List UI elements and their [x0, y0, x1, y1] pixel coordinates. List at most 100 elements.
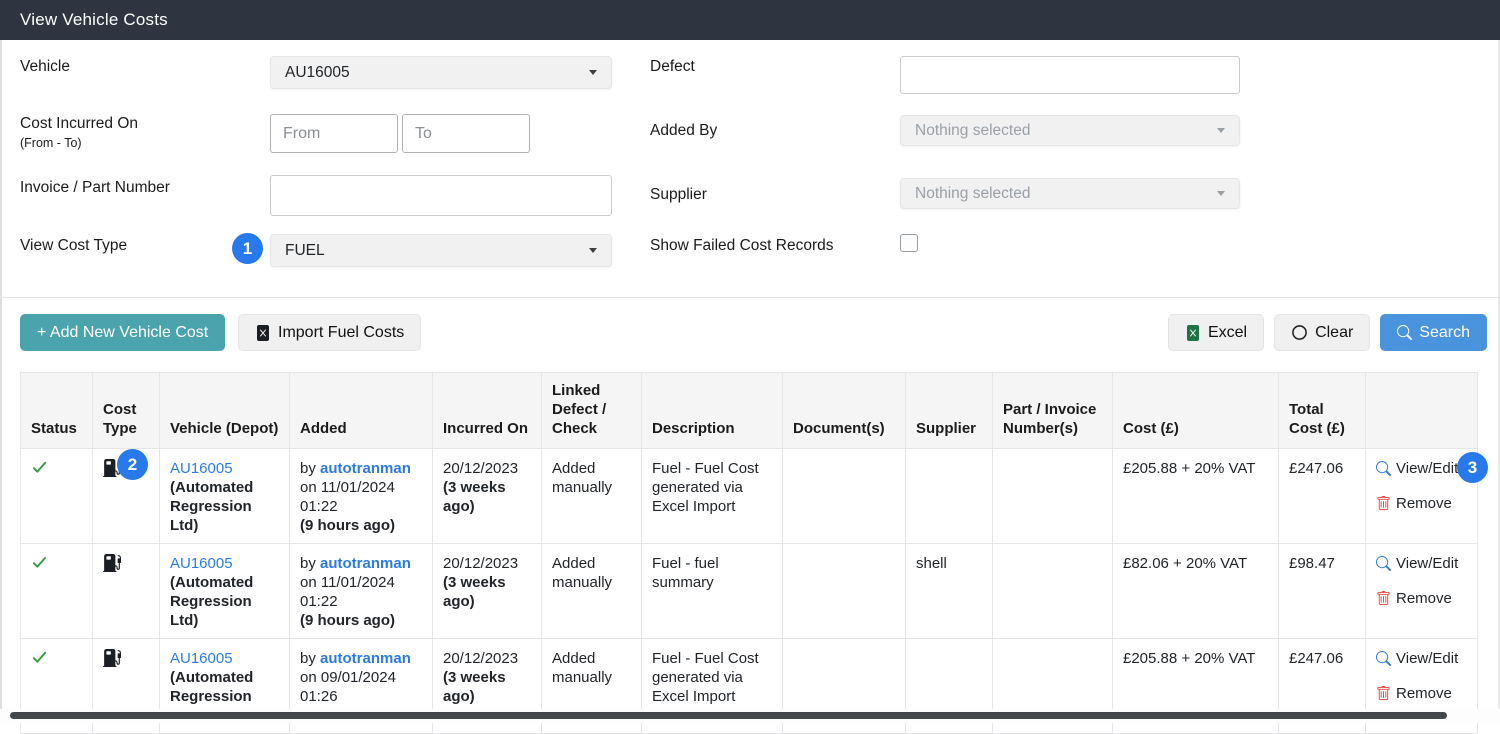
view-cost-type-label: View Cost Type — [20, 237, 127, 255]
total-cost-cell: £98.47 — [1279, 544, 1366, 639]
vehicle-select-value: AU16005 — [285, 64, 350, 82]
view-edit-label: View/Edit — [1396, 554, 1458, 573]
search-icon — [1376, 556, 1391, 571]
part-invoice-cell — [993, 449, 1113, 544]
cost-type-cell — [93, 544, 160, 639]
chevron-down-icon — [589, 248, 597, 253]
vehicle-costs-table: Status Cost Type Vehicle (Depot) Added I… — [20, 372, 1478, 734]
vehicle-depot: (Automated Regression Ltd) — [170, 478, 279, 535]
defect-input[interactable] — [900, 56, 1240, 94]
show-failed-label: Show Failed Cost Records — [650, 237, 834, 255]
excel-export-button[interactable]: Excel — [1168, 314, 1264, 351]
description-cell: Fuel - Fuel Cost generated via Excel Imp… — [642, 449, 783, 544]
view-edit-label: View/Edit — [1396, 649, 1458, 668]
col-header-cost: Cost (£) — [1113, 373, 1279, 449]
remove-link[interactable]: Remove — [1376, 494, 1467, 513]
trash-icon — [1376, 496, 1391, 511]
linked-defect-cell: Added manually — [542, 544, 642, 639]
import-fuel-costs-button[interactable]: Import Fuel Costs — [238, 314, 421, 351]
supplier-select[interactable]: Nothing selected — [900, 178, 1240, 209]
show-failed-checkbox[interactable] — [900, 234, 918, 252]
actions-cell: View/Edit Remove — [1366, 544, 1478, 639]
added-on-text: on 09/01/2024 01:26 — [300, 669, 396, 705]
excel-button-label: Excel — [1208, 324, 1247, 342]
remove-link[interactable]: Remove — [1376, 684, 1467, 703]
incurred-on-cell: 20/12/2023 (3 weeks ago) — [433, 449, 542, 544]
cost-incurred-to-input[interactable] — [402, 114, 530, 153]
remove-label: Remove — [1396, 494, 1452, 513]
col-header-incurred-on: Incurred On — [433, 373, 542, 449]
added-by-link[interactable]: autotranman — [320, 555, 411, 572]
view-edit-link[interactable]: View/Edit — [1376, 649, 1467, 668]
vehicle-label: Vehicle — [20, 58, 70, 76]
view-cost-type-select[interactable]: FUEL — [270, 234, 612, 267]
remove-link[interactable]: Remove — [1376, 589, 1467, 608]
added-ago-text: (9 hours ago) — [300, 611, 422, 630]
supplier-cell: shell — [906, 544, 993, 639]
fuel-pump-icon — [103, 649, 121, 667]
view-cost-type-value: FUEL — [285, 242, 325, 260]
added-by-prefix: by — [300, 650, 320, 667]
annotation-badge-3: 3 — [1457, 452, 1488, 483]
remove-label: Remove — [1396, 684, 1452, 703]
col-header-actions — [1366, 373, 1478, 449]
added-cell: by autotranman on 11/01/2024 01:22 (9 ho… — [290, 544, 433, 639]
vehicle-link[interactable]: AU16005 — [170, 459, 233, 478]
vehicle-link[interactable]: AU16005 — [170, 554, 233, 573]
add-new-vehicle-cost-button[interactable]: + Add New Vehicle Cost — [20, 314, 225, 351]
col-header-vehicle: Vehicle (Depot) — [160, 373, 290, 449]
excel-file-icon — [1185, 325, 1201, 341]
fuel-pump-icon — [103, 554, 121, 572]
search-button[interactable]: Search — [1380, 314, 1487, 351]
vehicle-select[interactable]: AU16005 — [270, 56, 612, 89]
search-icon — [1376, 461, 1391, 476]
added-ago-text: (9 hours ago) — [300, 516, 422, 535]
section-divider — [0, 297, 1500, 298]
clear-button[interactable]: Clear — [1274, 314, 1370, 351]
added-by-select-value: Nothing selected — [915, 122, 1030, 140]
vehicle-cell: AU16005 (Automated Regression Ltd) — [160, 544, 290, 639]
description-cell: Fuel - fuel summary — [642, 544, 783, 639]
check-icon — [31, 459, 48, 476]
page-title: View Vehicle Costs — [20, 10, 168, 30]
incurred-date: 20/12/2023 — [443, 650, 518, 667]
view-edit-label: View/Edit — [1396, 459, 1458, 478]
chevron-down-icon — [1217, 191, 1225, 196]
incurred-on-cell: 20/12/2023 (3 weeks ago) — [433, 544, 542, 639]
chevron-down-icon — [589, 70, 597, 75]
table-row: AU16005 (Automated Regression Ltd) by au… — [21, 449, 1478, 544]
added-by-label: Added By — [650, 122, 717, 140]
cost-incurred-from-input[interactable] — [270, 114, 398, 153]
added-by-prefix: by — [300, 555, 320, 572]
col-header-cost-type: Cost Type — [93, 373, 160, 449]
cost-incurred-sublabel: (From - To) — [20, 136, 82, 150]
added-by-select[interactable]: Nothing selected — [900, 115, 1240, 146]
col-header-status: Status — [21, 373, 93, 449]
search-button-label: Search — [1419, 324, 1470, 342]
status-cell — [21, 449, 93, 544]
cost-cell: £82.06 + 20% VAT — [1113, 544, 1279, 639]
added-by-link[interactable]: autotranman — [320, 650, 411, 667]
incurred-ago: (3 weeks ago) — [443, 573, 531, 611]
search-icon — [1376, 651, 1391, 666]
incurred-ago: (3 weeks ago) — [443, 668, 531, 706]
vehicle-link[interactable]: AU16005 — [170, 649, 233, 668]
documents-cell — [783, 449, 906, 544]
added-by-link[interactable]: autotranman — [320, 460, 411, 477]
cost-cell: £205.88 + 20% VAT — [1113, 449, 1279, 544]
check-icon — [31, 649, 48, 666]
vehicle-depot: (Automated Regression Ltd) — [170, 573, 279, 630]
defect-label: Defect — [650, 58, 695, 76]
view-edit-link[interactable]: View/Edit — [1376, 554, 1467, 573]
invoice-part-input[interactable] — [270, 175, 612, 216]
horizontal-scrollbar-thumb[interactable] — [10, 712, 1447, 719]
page-left-edge — [0, 40, 2, 723]
added-on-text: on 11/01/2024 01:22 — [300, 574, 395, 610]
part-invoice-cell — [993, 544, 1113, 639]
table-row: AU16005 (Automated Regression Ltd) by au… — [21, 544, 1478, 639]
supplier-label: Supplier — [650, 186, 707, 204]
linked-defect-cell: Added manually — [542, 449, 642, 544]
view-edit-link[interactable]: View/Edit — [1376, 459, 1467, 478]
remove-label: Remove — [1396, 589, 1452, 608]
annotation-badge-2: 2 — [117, 449, 148, 480]
